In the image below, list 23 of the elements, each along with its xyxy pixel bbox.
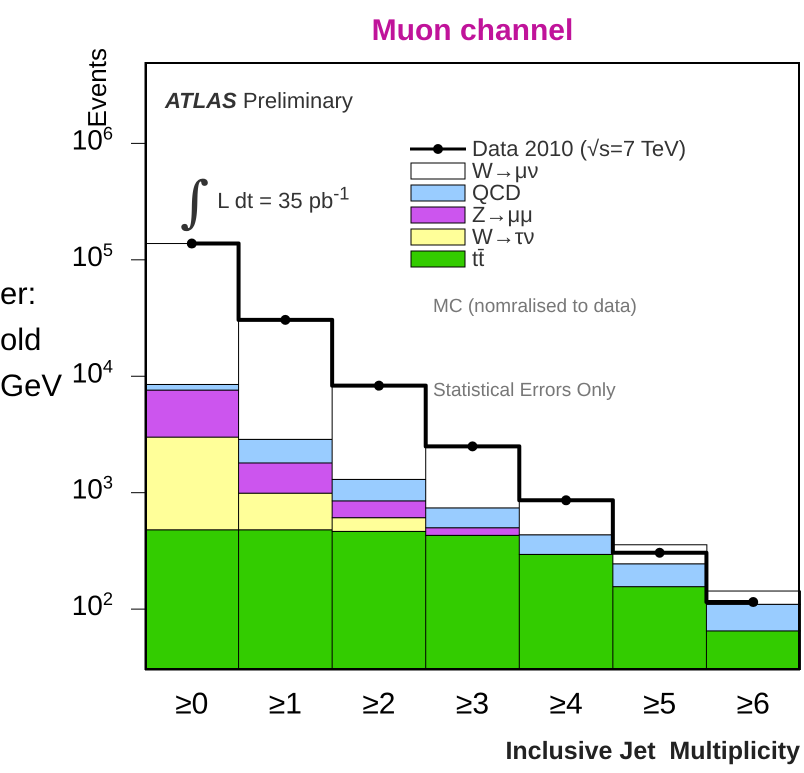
x-tick-label: ≥0 [175, 687, 208, 720]
chart-title: Muon channel [372, 14, 574, 47]
x-tick-label: ≥5 [643, 687, 676, 720]
y-tick-label: 10$^{3}$ [72, 472, 113, 505]
annotation: ATLAS Preliminary [165, 88, 353, 113]
y-tick-label: 10$^{5}$ [72, 240, 113, 272]
annotation: Statistical Errors Only [433, 380, 616, 401]
y-tick-label: 10$^{2}$ [72, 589, 113, 622]
x-tick-label: ≥1 [268, 687, 302, 720]
text: er: [0, 276, 36, 311]
y-axis-title: Events [82, 48, 112, 128]
x-axis-title: Inclusive Jet Multiplicity [505, 737, 800, 765]
y-tick-label: 10$^{4}$ [72, 356, 113, 388]
legend-label: W→μν [472, 158, 538, 183]
x-tick-label: ≥6 [736, 687, 770, 720]
text: GeV [0, 368, 62, 403]
x-tick-label: ≥2 [362, 687, 396, 720]
annotation: MC (nomralised to data) [433, 296, 637, 317]
legend-label: Data 2010 (√s=7 TeV) [472, 136, 686, 161]
x-tick-label: ≥4 [549, 687, 583, 720]
legend-label: tt̄ [472, 246, 484, 271]
x-tick-label: ≥3 [456, 687, 490, 720]
text: old [0, 322, 42, 357]
